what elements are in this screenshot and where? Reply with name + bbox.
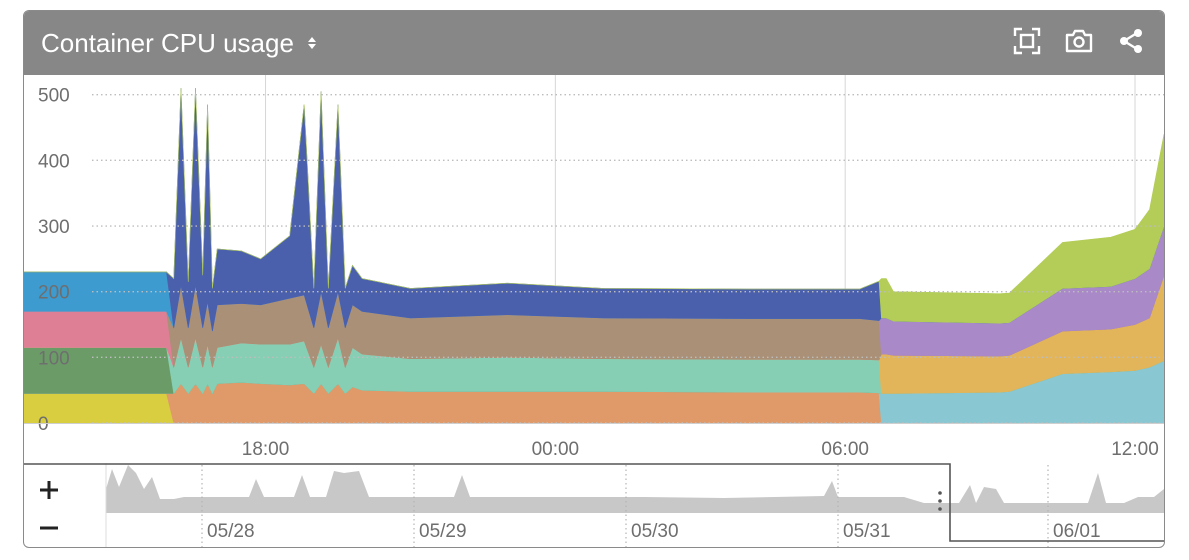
area-series-11 [24, 88, 1164, 324]
drag-handle-dot [938, 499, 942, 503]
camera-icon[interactable] [1064, 26, 1094, 56]
navigator-date-label: 05/28 [207, 521, 255, 542]
drag-handle-dot [938, 491, 942, 495]
plus-icon [40, 481, 58, 499]
chart-panel: Container CPU usage 0 100 [23, 10, 1165, 548]
zoom-in-button[interactable] [36, 477, 62, 503]
sort-icon [307, 37, 316, 49]
y-tick-label: 300 [38, 217, 70, 238]
panel-header: Container CPU usage [24, 11, 1164, 75]
title-selector[interactable]: Container CPU usage [41, 26, 317, 60]
share-icon[interactable] [1116, 26, 1146, 56]
navigator-overview[interactable]: 05/28 05/29 05/30 05/31 06/01 [24, 463, 1164, 548]
y-tick-label: 100 [38, 348, 70, 369]
panel-title: Container CPU usage [41, 28, 294, 58]
x-tick-label: 06:00 [821, 439, 869, 460]
navigator-date-label: 06/01 [1053, 521, 1101, 542]
overview-area [106, 465, 1164, 513]
x-tick-label: 18:00 [242, 439, 290, 460]
selection-window-border [24, 463, 1164, 542]
plot-area[interactable]: 0 100 200 300 400 500 18:00 00:00 06:00 12:00 [24, 75, 1164, 463]
zoom-out-button[interactable] [36, 515, 62, 541]
x-tick-label: 12:00 [1111, 439, 1159, 460]
navigator-date-label: 05/29 [419, 521, 467, 542]
y-tick-label: 0 [38, 414, 49, 435]
y-tick-label: 500 [38, 86, 70, 107]
minus-icon [40, 526, 58, 530]
x-tick-label: 00:00 [532, 439, 580, 460]
navigator-date-label: 05/30 [631, 521, 679, 542]
fullscreen-icon[interactable] [1012, 26, 1042, 56]
drag-handle-dot [938, 507, 942, 511]
y-tick-label: 400 [38, 151, 70, 172]
y-tick-label: 200 [38, 283, 70, 304]
range-navigator: 05/28 05/29 05/30 05/31 06/01 [24, 463, 1164, 548]
navigator-date-label: 05/31 [843, 521, 891, 542]
